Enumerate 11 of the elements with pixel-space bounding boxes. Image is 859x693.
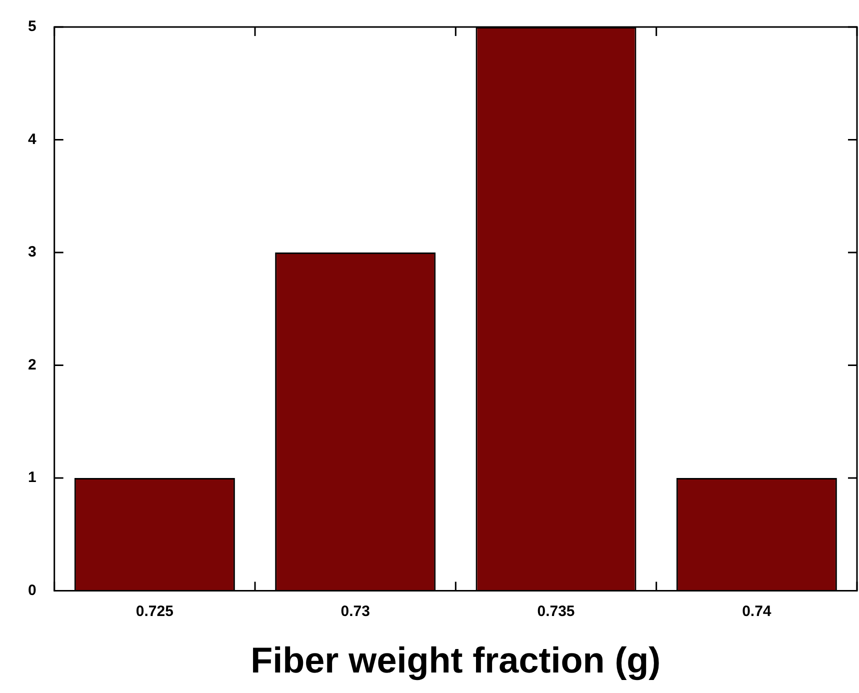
y-tick-label: 3: [28, 244, 36, 261]
x-tick-label: 0.735: [537, 602, 575, 620]
y-tick-label: 5: [28, 18, 36, 36]
y-tick-label: 4: [28, 130, 37, 148]
y-tick-label: 0: [28, 582, 36, 599]
y-tick-label: 2: [28, 356, 36, 374]
y-tick-label: 1: [28, 469, 36, 486]
x-tick-label: 0.73: [340, 602, 370, 620]
x-tick-label: 0.74: [742, 602, 772, 620]
x-axis-title: Fiber weight fraction (g): [250, 639, 661, 680]
x-tick-label: 0.725: [136, 602, 174, 620]
